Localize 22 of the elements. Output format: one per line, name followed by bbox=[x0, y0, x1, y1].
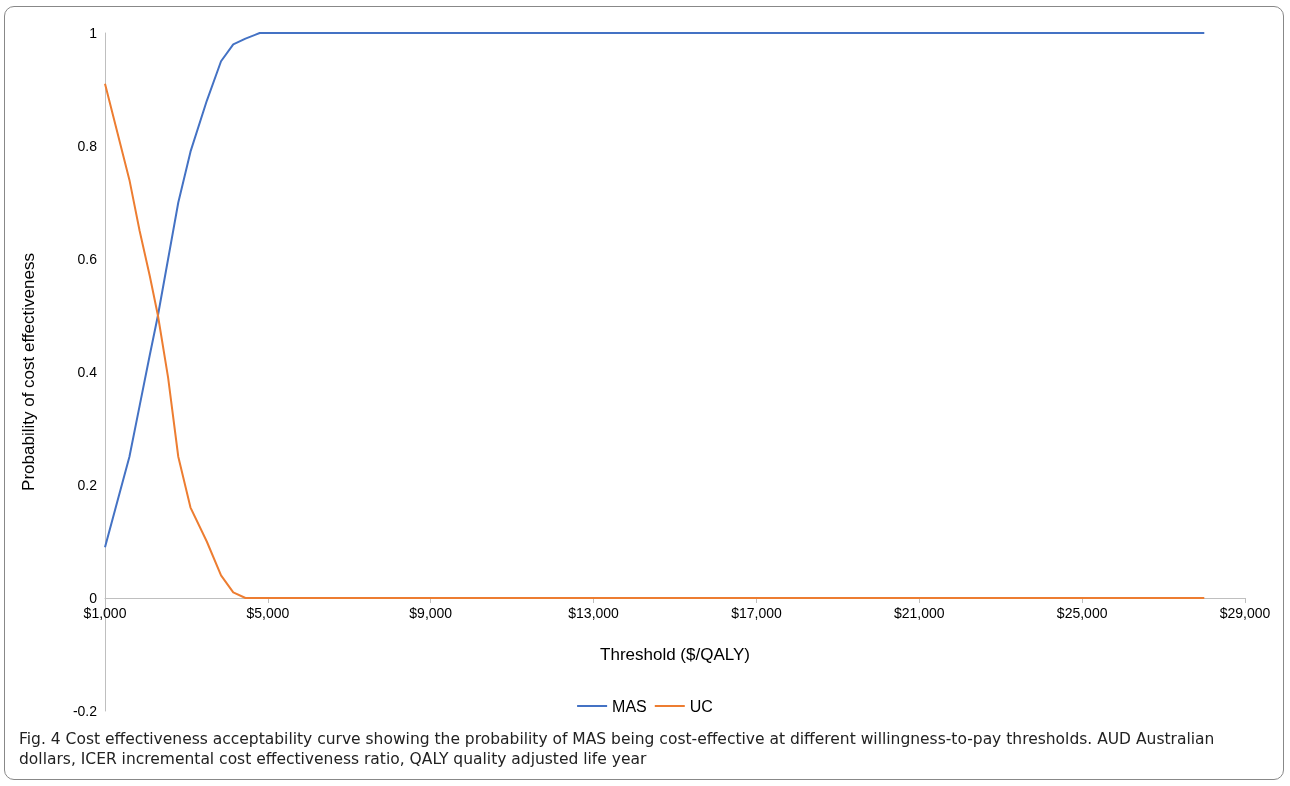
y-tick-label: 0.2 bbox=[77, 477, 98, 493]
y-tick-label: -0.2 bbox=[72, 703, 98, 719]
x-tick-label: $1,000 bbox=[83, 605, 127, 621]
legend-label: MAS bbox=[612, 697, 647, 715]
line-series bbox=[104, 82, 1206, 599]
x-tick-label: $17,000 bbox=[731, 605, 782, 621]
line-series bbox=[104, 32, 1206, 549]
y-tick-label: 0.6 bbox=[77, 251, 98, 267]
x-tick-label: $5,000 bbox=[246, 605, 290, 621]
legend-label: UC bbox=[689, 697, 713, 715]
x-tick-label: $13,000 bbox=[568, 605, 620, 621]
x-tick-label: $29,000 bbox=[1219, 605, 1271, 621]
y-tick-label: 1 bbox=[89, 25, 98, 41]
y-tick-label: 0 bbox=[89, 590, 98, 606]
x-tick-label: $21,000 bbox=[893, 605, 945, 621]
y-axis-title: Probability of cost effectiveness bbox=[19, 253, 38, 491]
x-tick-label: $9,000 bbox=[409, 605, 453, 621]
caption: Fig. 4 Cost effectiveness acceptability curve showing the probability of MAS being cost-effective at different willingness-to-pay thresholds. AUD Australian dollars, ICER incremental cost effectiveness ratio, QALY quality adjusted life year bbox=[19, 729, 1216, 769]
y-tick-label: 0.8 bbox=[77, 138, 98, 154]
y-tick-label: 0.4 bbox=[77, 364, 98, 380]
x-axis-title: Threshold ($/QALY) bbox=[600, 645, 750, 664]
x-tick-label: $25,000 bbox=[1056, 605, 1108, 621]
